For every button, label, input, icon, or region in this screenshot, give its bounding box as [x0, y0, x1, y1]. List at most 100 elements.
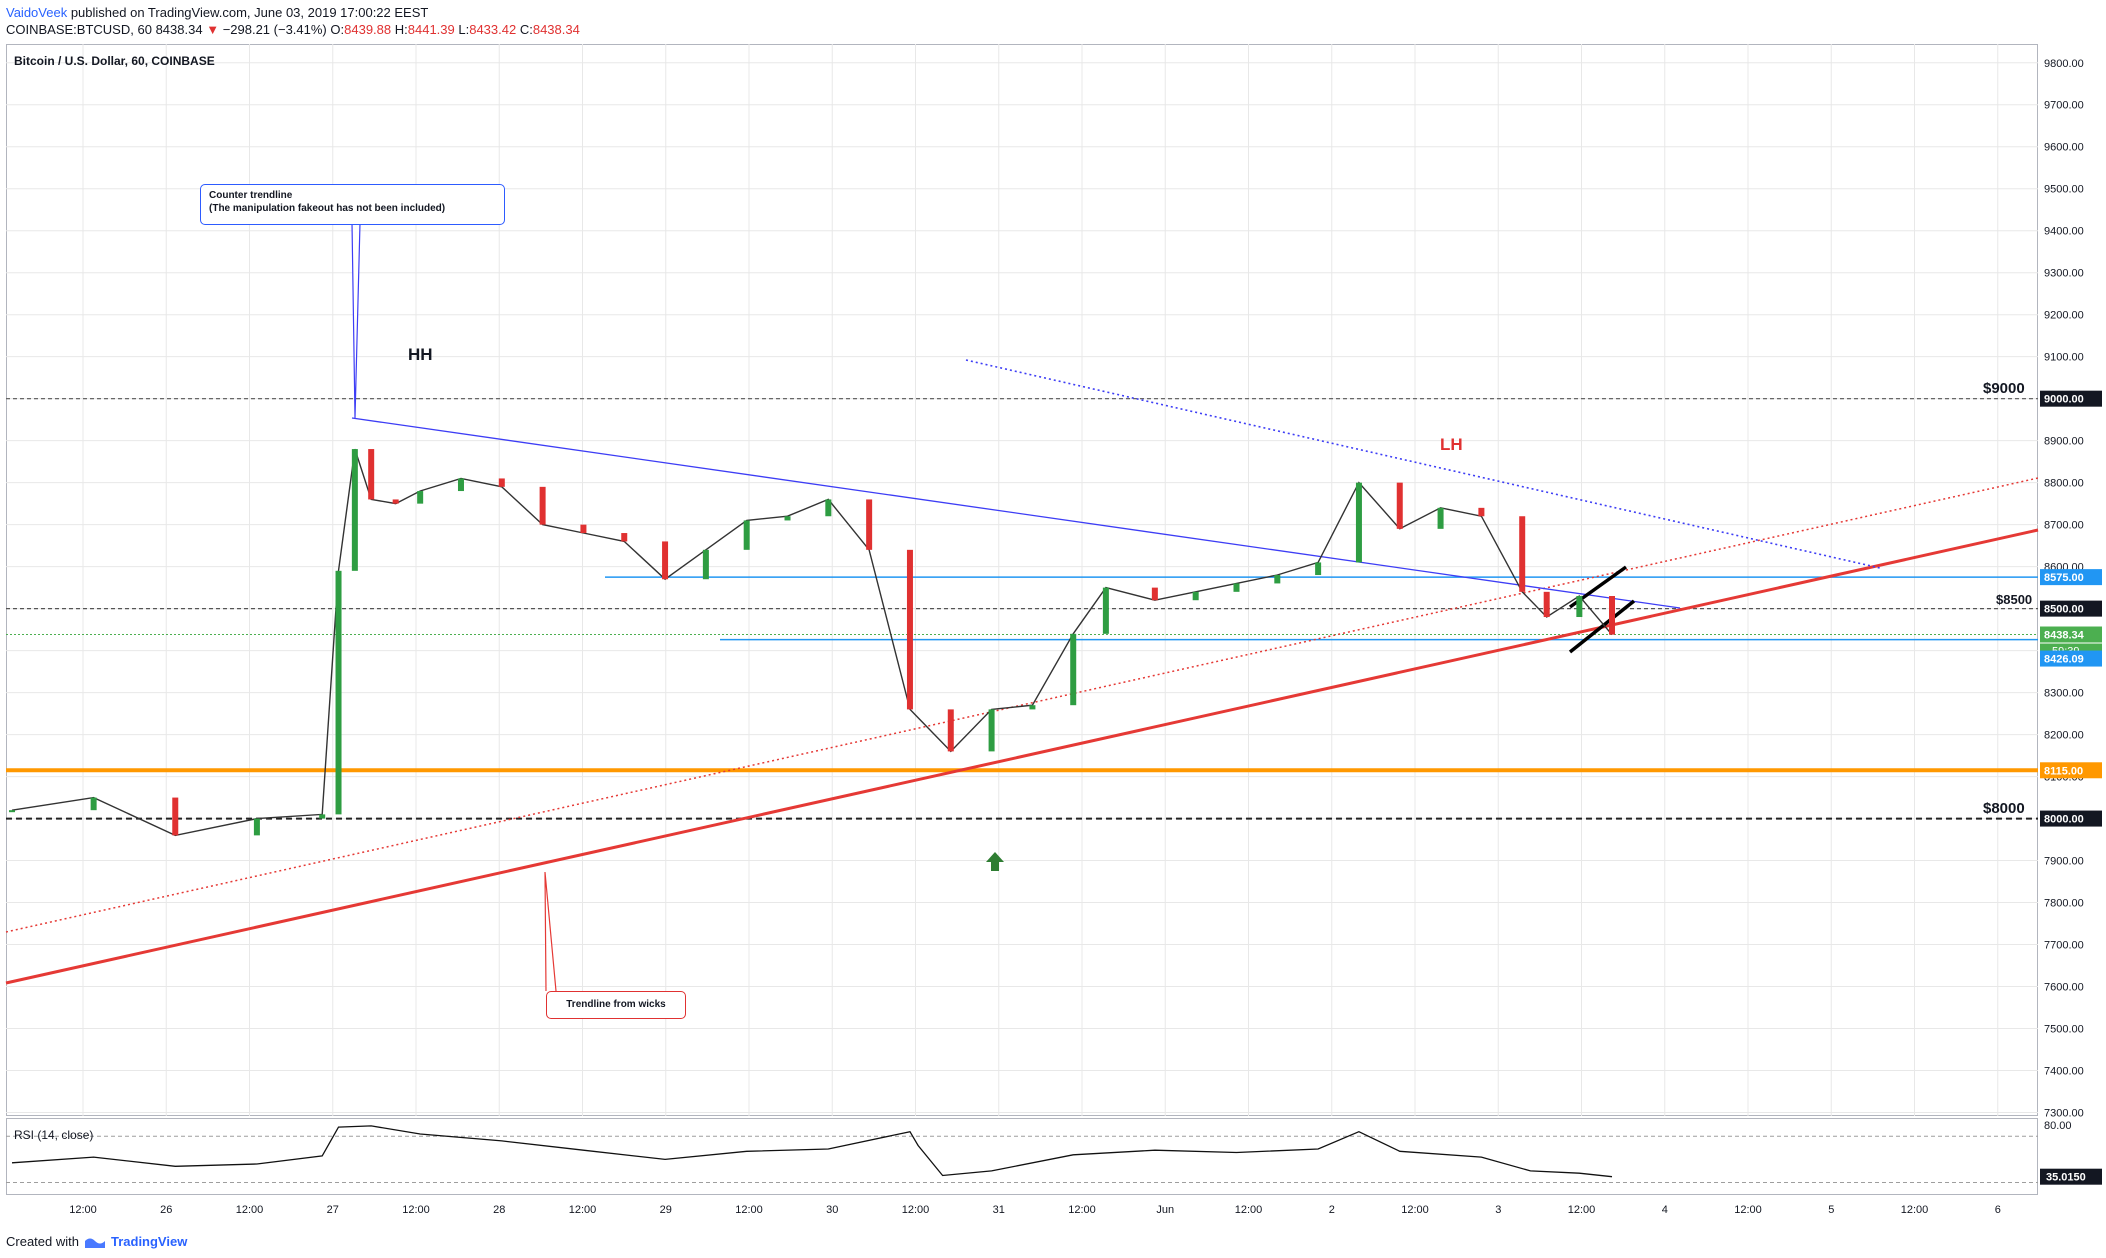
candle [1519, 516, 1526, 592]
low-value: 8433.42 [469, 22, 517, 37]
level-8000-label: $8000 [1983, 800, 2025, 817]
rsi-title: RSI (14, close) [14, 1128, 94, 1142]
footer: Created with TradingView [6, 1234, 187, 1249]
author-link[interactable]: VaidoVeek [6, 5, 68, 20]
tradingview-brand[interactable]: TradingView [110, 1234, 188, 1249]
candle [1437, 507, 1444, 529]
candle [319, 814, 326, 819]
candle [906, 549, 913, 710]
last-price: 8438.34 [155, 22, 203, 37]
y-tick-label: 8300.00 [2044, 688, 2084, 700]
x-tick-label: 12:00 [1901, 1204, 1929, 1216]
y-tick-label: 9300.00 [2044, 268, 2084, 280]
y-tick-label: 8700.00 [2044, 520, 2084, 532]
x-tick-label: 12:00 [735, 1204, 763, 1216]
y-tick-label: 8800.00 [2044, 478, 2084, 490]
price-tag-current: 8438.34 [2044, 630, 2085, 642]
y-tick-label: 9700.00 [2044, 100, 2084, 112]
rsi-panel[interactable] [6, 1118, 2038, 1195]
price-tag-9000-box [2040, 390, 2102, 407]
counter-trendline [351, 417, 1681, 609]
lh-label: LH [1440, 435, 1463, 454]
hh-label: HH [408, 345, 433, 364]
counter-trendline-callout[interactable]: Counter trendline (The manipulation fake… [200, 184, 505, 225]
candle [417, 491, 424, 504]
price-tag-8426-box [2040, 650, 2102, 667]
publish-text: published on TradingView.com, June 03, 2… [70, 5, 429, 20]
x-tick-label: 12:00 [1734, 1204, 1762, 1216]
y-tick-label: 9600.00 [2044, 142, 2084, 154]
level-8500-label: $8500 [1996, 592, 2033, 607]
x-tick-label: 4 [1662, 1204, 1668, 1216]
candle [621, 533, 628, 542]
rsi-last-box [2040, 1168, 2102, 1185]
up-arrow-icon [986, 852, 1004, 871]
x-tick-label: Jun [1156, 1204, 1174, 1216]
x-tick-label: 12:00 [236, 1204, 264, 1216]
candle [1315, 562, 1322, 576]
x-tick-label: 26 [160, 1204, 172, 1216]
candle [866, 499, 873, 550]
x-tick-label: 27 [327, 1204, 339, 1216]
x-tick-label: 12:00 [1068, 1204, 1096, 1216]
x-tick-label: 3 [1495, 1204, 1501, 1216]
candle [1192, 591, 1199, 601]
candle [947, 709, 954, 752]
callout-pointer [351, 222, 361, 419]
candle [253, 818, 260, 836]
wick-trendline [5, 528, 2039, 985]
y-tick-label: 9400.00 [2044, 226, 2084, 238]
candle [335, 570, 342, 815]
price-tag-8575: 8575.00 [2044, 572, 2084, 584]
candle [457, 478, 464, 492]
price-tag-8575-box [2040, 569, 2102, 586]
y-tick-label: 9800.00 [2044, 58, 2084, 70]
candle [90, 797, 97, 811]
rsi-last-label: 35.0150 [2046, 1172, 2086, 1184]
candle [1576, 596, 1583, 618]
high-value: 8441.39 [407, 22, 455, 37]
x-tick-label: 30 [826, 1204, 838, 1216]
candle [743, 520, 750, 550]
change-value: −298.21 (−3.41%) [222, 22, 327, 37]
candle [1609, 596, 1615, 635]
price-tag-current-box [2040, 626, 2102, 643]
y-tick-label: 7500.00 [2044, 1024, 2084, 1036]
candle [1151, 587, 1158, 601]
dotted-red-trendline [5, 477, 2039, 933]
candle [1029, 705, 1036, 710]
y-tick-label: 7700.00 [2044, 940, 2084, 952]
callout-text: Counter trendline (The manipulation fake… [209, 190, 446, 214]
candle [1274, 575, 1281, 584]
y-tick-label: 9500.00 [2044, 184, 2084, 196]
candle [825, 499, 832, 517]
x-tick-label: 12:00 [1568, 1204, 1596, 1216]
price-tag-8500: 8500.00 [2044, 604, 2084, 616]
flag-line-lower [1568, 599, 1636, 654]
main-chart-panel[interactable] [6, 44, 2038, 1116]
y-tick-label: 9100.00 [2044, 352, 2084, 364]
y-tick-label: 7400.00 [2044, 1066, 2084, 1078]
symbol-line: COINBASE:BTCUSD, 60 [6, 22, 152, 37]
y-tick-label: 7300.00 [2044, 1108, 2084, 1120]
dotted-blue-trendline [965, 359, 1881, 569]
price-tag-8000-box [2040, 810, 2102, 827]
y-tick-label: 9200.00 [2044, 310, 2084, 322]
candle [1478, 507, 1485, 517]
wick-trendline-callout[interactable]: Trendline from wicks [546, 991, 686, 1019]
x-tick-label: 12:00 [569, 1204, 597, 1216]
candle [662, 541, 669, 580]
candle [351, 449, 358, 571]
tradingview-logo-icon [84, 1238, 105, 1248]
rsi-tick-label: 80.00 [2044, 1120, 2072, 1132]
rsi-line [11, 1125, 1613, 1178]
open-value: 8439.88 [344, 22, 392, 37]
price-tag-8115: 8115.00 [2044, 765, 2083, 777]
x-tick-label: 5 [1828, 1204, 1834, 1216]
x-tick-label: 29 [660, 1204, 672, 1216]
candle [498, 478, 505, 487]
candle [539, 486, 546, 525]
callout-text: Trendline from wicks [566, 999, 666, 1010]
x-tick-label: 2 [1329, 1204, 1335, 1216]
price-tag-9000: 9000.00 [2044, 394, 2084, 406]
